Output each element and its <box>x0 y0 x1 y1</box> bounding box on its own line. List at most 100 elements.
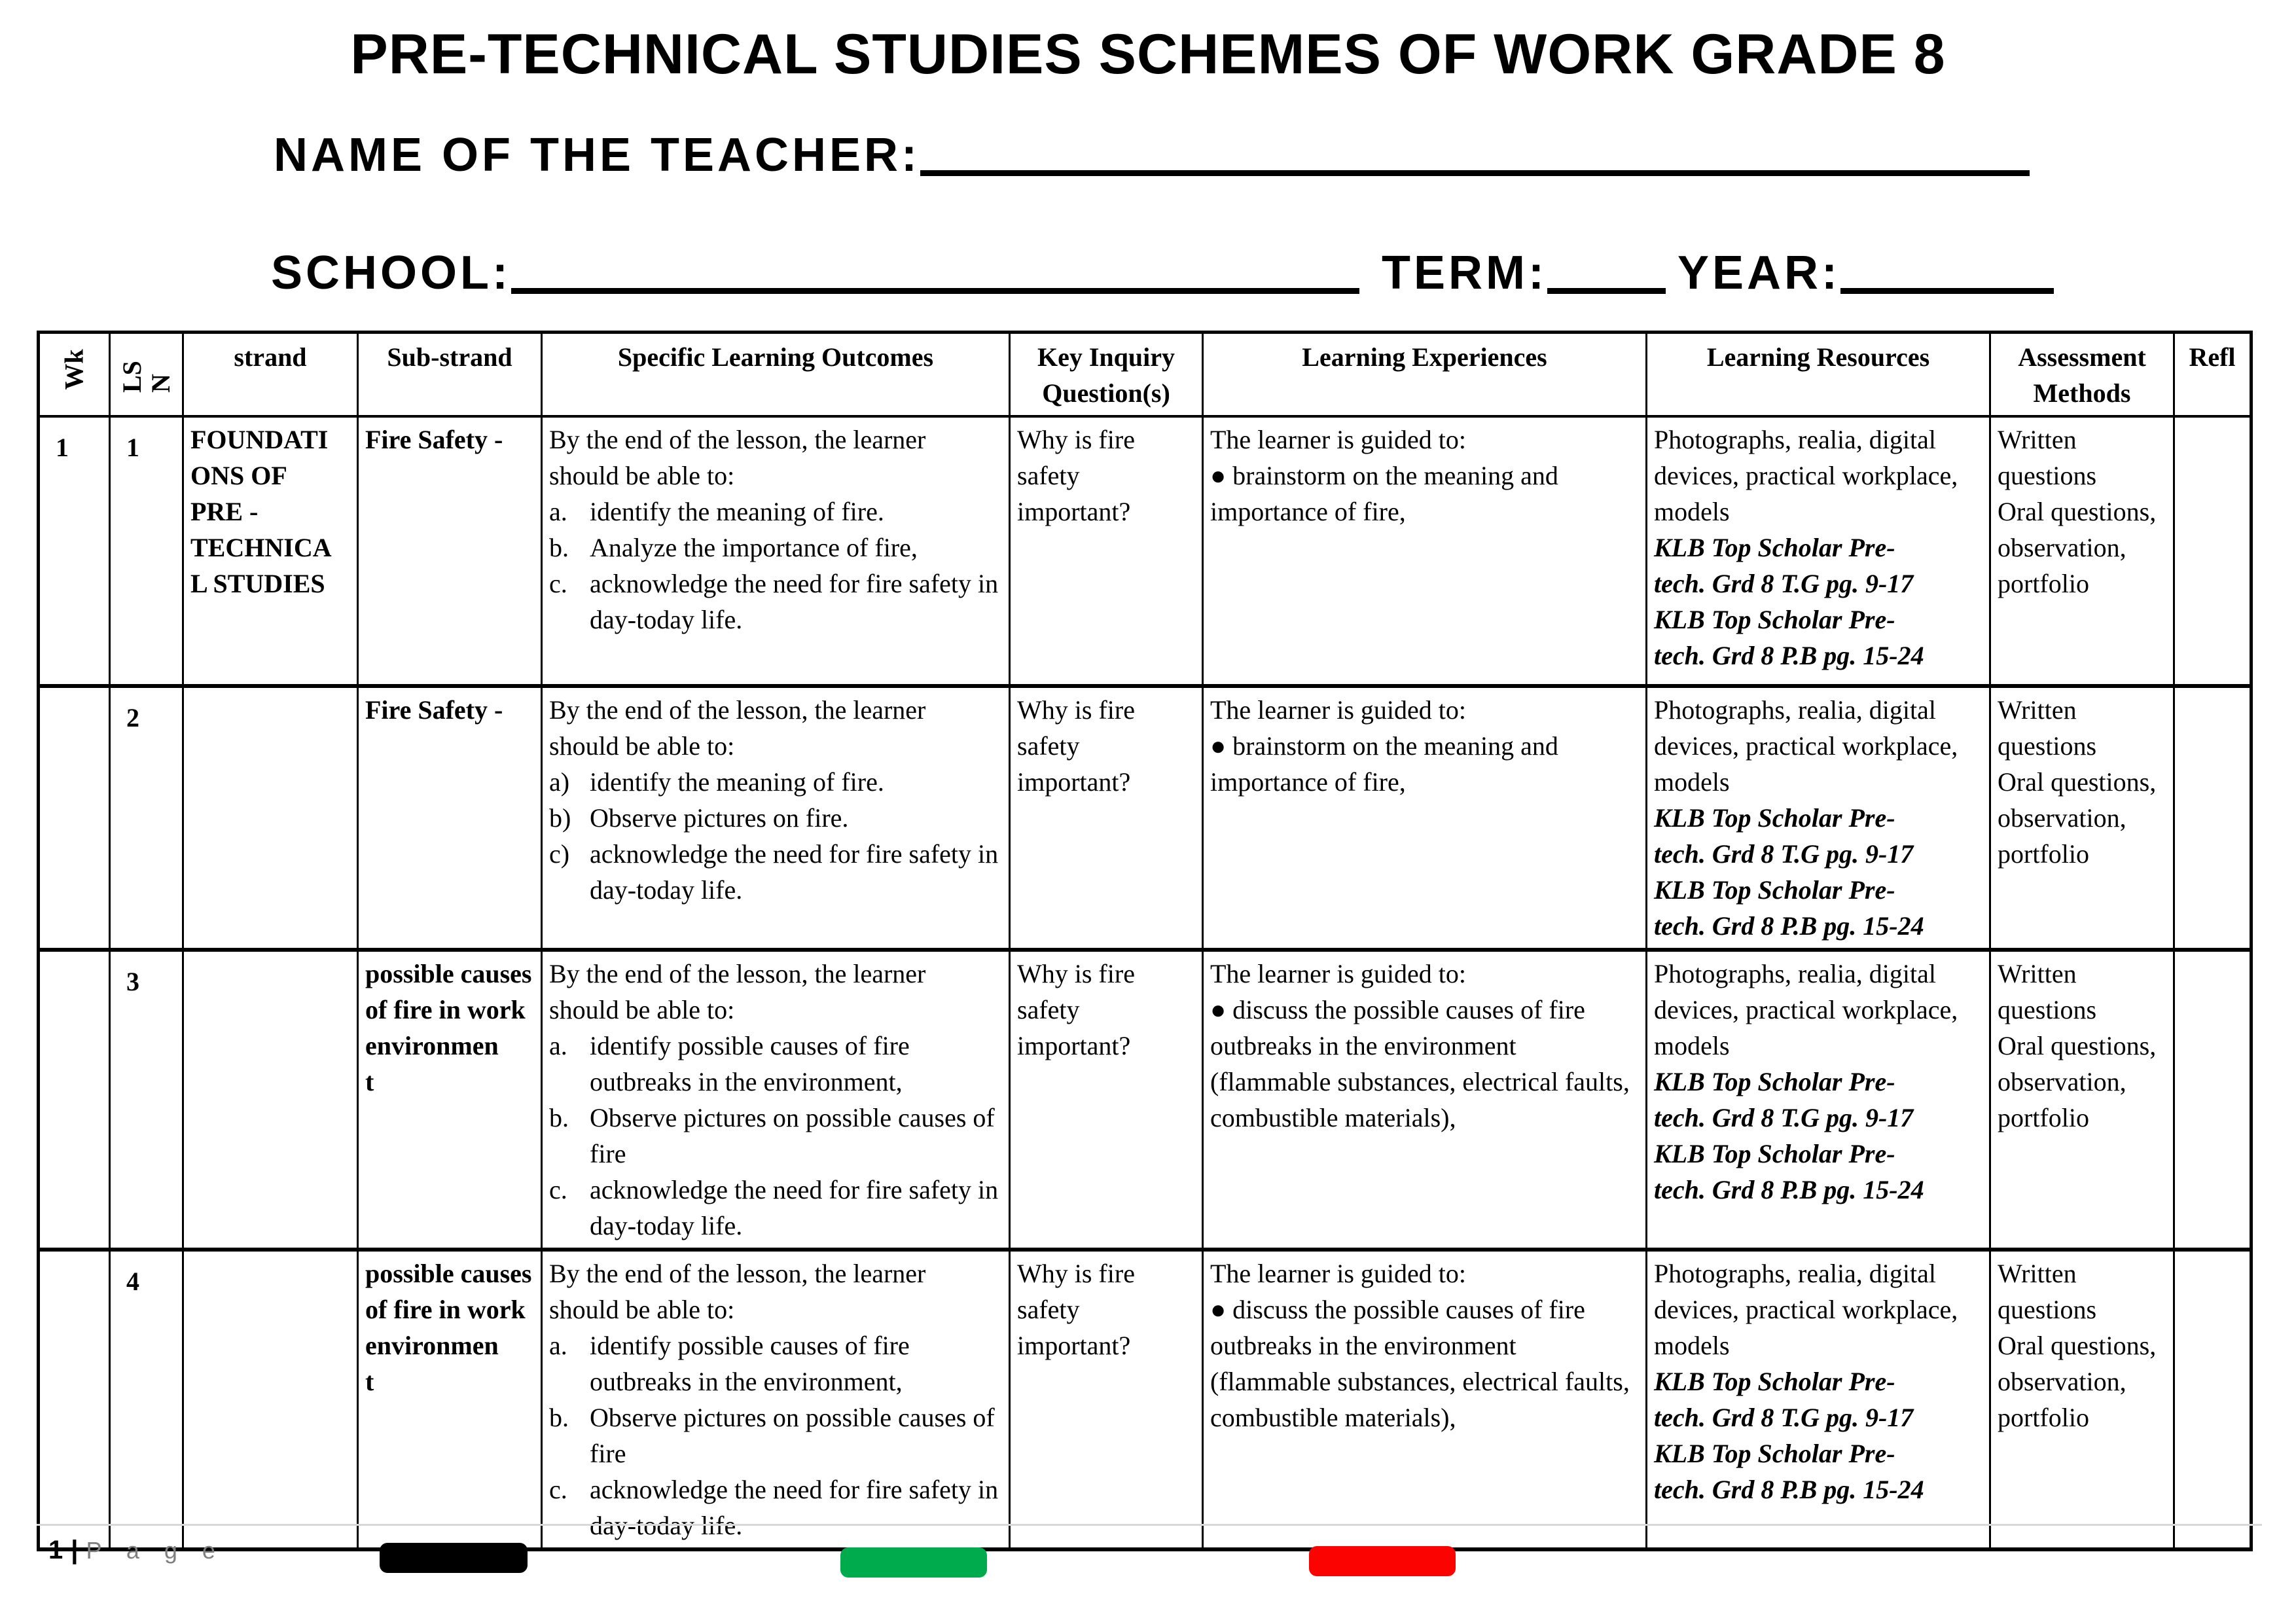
assessment-cell: Written questions Oral questions, observ… <box>1989 1248 2175 1551</box>
refl-cell <box>2173 685 2252 952</box>
page-word: P a g e <box>86 1537 224 1564</box>
wk-cell <box>37 1248 111 1551</box>
table-row: 1 1 FOUNDATI ONS OF PRE - TECHNICA L STU… <box>37 415 2252 688</box>
green-highlight-bar <box>840 1547 987 1578</box>
teacher-name-line: NAME OF THE TEACHER: <box>274 128 2030 182</box>
experiences-cell: The learner is guided to: ● brainstorm o… <box>1202 415 1647 688</box>
resources-klb-pb: KLB Top Scholar Pre- tech. Grd 8 P.B pg.… <box>1654 605 1924 670</box>
page-footer: 1 | P a g e <box>48 1536 224 1565</box>
resources-klb-pb: KLB Top Scholar Pre- tech. Grd 8 P.B pg.… <box>1654 1439 1924 1504</box>
sub-strand-cell: possible causes of fire in work environm… <box>357 1248 543 1551</box>
wk-cell <box>37 948 111 1252</box>
resources-klb-tg: KLB Top Scholar Pre- tech. Grd 8 T.G pg.… <box>1654 1067 1914 1132</box>
header-outcomes: Specific Learning Outcomes <box>541 331 1011 418</box>
table-row: 2 Fire Safety - By the end of the lesson… <box>37 685 2252 952</box>
resources-cell: Photographs, realia, digital devices, pr… <box>1645 1248 1991 1551</box>
table-header-row: Wk LSN strand Sub-strand Specific Learni… <box>37 331 2252 418</box>
outcomes-cell: By the end of the lesson, the learner sh… <box>541 1248 1011 1551</box>
resources-klb-tg: KLB Top Scholar Pre- tech. Grd 8 T.G pg.… <box>1654 1367 1914 1432</box>
experiences-cell: The learner is guided to: ● discuss the … <box>1202 948 1647 1252</box>
outcome-item: b. Analyze the importance of fire, <box>549 533 918 562</box>
assessment-cell: Written questions Oral questions, observ… <box>1989 415 2175 688</box>
outcome-item: a. identify the meaning of fire. <box>549 497 884 526</box>
teacher-label: NAME OF THE TEACHER: <box>274 129 920 181</box>
sub-strand-cell: Fire Safety - <box>357 415 543 688</box>
outcome-item: b. Observe pictures on possible causes of… <box>549 1103 995 1168</box>
lsn-cell: 3 <box>109 948 184 1252</box>
term-label: TERM: <box>1381 247 1547 299</box>
resources-plain: Photographs, realia, digital devices, pr… <box>1654 1259 1958 1360</box>
outcomes-intro: By the end of the lesson, the learner sh… <box>549 1259 926 1324</box>
outcome-item: a. identify possible causes of fire outbr… <box>549 1331 910 1396</box>
school-label: SCHOOL: <box>271 247 511 299</box>
term-blank-line <box>1547 288 1666 294</box>
red-highlight-bar <box>1309 1546 1456 1576</box>
wk-cell: 1 <box>37 415 111 688</box>
table-row: 4 possible causes of fire in work enviro… <box>37 1248 2252 1551</box>
resources-cell: Photographs, realia, digital devices, pr… <box>1645 415 1991 688</box>
outcome-item: c. acknowledge the need for fire safety i… <box>549 569 999 634</box>
page-number: 1 <box>48 1536 63 1564</box>
page-title: PRE-TECHNICAL STUDIES SCHEMES OF WORK GR… <box>350 23 1946 86</box>
resources-klb-tg: KLB Top Scholar Pre- tech. Grd 8 T.G pg.… <box>1654 803 1914 869</box>
lsn-cell: 1 <box>109 415 184 688</box>
outcome-item: b. Observe pictures on possible causes of… <box>549 1403 995 1468</box>
header-sub-strand: Sub-strand <box>357 331 543 418</box>
refl-cell <box>2173 1248 2252 1551</box>
year-blank-line <box>1840 288 2054 294</box>
strand-cell <box>182 1248 359 1551</box>
outcomes-intro: By the end of the lesson, the learner sh… <box>549 695 926 761</box>
experiences-cell: The learner is guided to: ● discuss the … <box>1202 1248 1647 1551</box>
resources-plain: Photographs, realia, digital devices, pr… <box>1654 959 1958 1060</box>
resources-cell: Photographs, realia, digital devices, pr… <box>1645 948 1991 1252</box>
strand-cell <box>182 948 359 1252</box>
school-term-year-line: SCHOOL: TERM: YEAR: <box>271 246 2054 300</box>
header-wk: Wk <box>37 331 111 418</box>
resources-cell: Photographs, realia, digital devices, pr… <box>1645 685 1991 952</box>
school-blank-line <box>511 288 1359 294</box>
refl-cell <box>2173 948 2252 1252</box>
key-inquiry-cell: Why is fire safety important? <box>1009 1248 1204 1551</box>
header-key-inquiry: Key Inquiry Question(s) <box>1009 331 1204 418</box>
strand-cell: FOUNDATI ONS OF PRE - TECHNICA L STUDIES <box>182 415 359 688</box>
outcome-item: b) Observe pictures on fire. <box>549 803 849 833</box>
outcomes-cell: By the end of the lesson, the learner sh… <box>541 415 1011 688</box>
outcomes-intro: By the end of the lesson, the learner sh… <box>549 425 926 490</box>
lsn-cell: 4 <box>109 1248 184 1551</box>
assessment-cell: Written questions Oral questions, observ… <box>1989 685 2175 952</box>
header-resources: Learning Resources <box>1645 331 1991 418</box>
wk-cell <box>37 685 111 952</box>
header-assessment: Assessment Methods <box>1989 331 2175 418</box>
outcome-item: a) identify the meaning of fire. <box>549 767 884 797</box>
header-refl: Refl <box>2173 331 2252 418</box>
experiences-cell: The learner is guided to: ● brainstorm o… <box>1202 685 1647 952</box>
schemes-of-work-table: Wk LSN strand Sub-strand Specific Learni… <box>37 331 2253 1551</box>
outcomes-cell: By the end of the lesson, the learner sh… <box>541 685 1011 952</box>
table-row: 3 possible causes of fire in work enviro… <box>37 948 2252 1252</box>
resources-klb-pb: KLB Top Scholar Pre- tech. Grd 8 P.B pg.… <box>1654 875 1924 941</box>
key-inquiry-cell: Why is fire safety important? <box>1009 948 1204 1252</box>
page-number-separator: | <box>71 1536 79 1564</box>
resources-plain: Photographs, realia, digital devices, pr… <box>1654 695 1958 797</box>
sub-strand-cell: Fire Safety - <box>357 685 543 952</box>
outcome-item: a. identify possible causes of fire outbr… <box>549 1031 910 1096</box>
sub-strand-cell: possible causes of fire in work environm… <box>357 948 543 1252</box>
resources-plain: Photographs, realia, digital devices, pr… <box>1654 425 1958 526</box>
resources-klb-pb: KLB Top Scholar Pre- tech. Grd 8 P.B pg.… <box>1654 1139 1924 1204</box>
key-inquiry-cell: Why is fire safety important? <box>1009 685 1204 952</box>
lsn-cell: 2 <box>109 685 184 952</box>
year-label: YEAR: <box>1677 247 1840 299</box>
strand-cell <box>182 685 359 952</box>
outcome-item: c. acknowledge the need for fire safety i… <box>549 1175 999 1240</box>
assessment-cell: Written questions Oral questions, observ… <box>1989 948 2175 1252</box>
resources-klb-tg: KLB Top Scholar Pre- tech. Grd 8 T.G pg.… <box>1654 533 1914 598</box>
outcome-item: c) acknowledge the need for fire safety i… <box>549 839 999 905</box>
refl-cell <box>2173 415 2252 688</box>
footer-divider <box>37 1524 2262 1526</box>
outcome-item: c. acknowledge the need for fire safety i… <box>549 1475 999 1540</box>
teacher-blank-line <box>920 170 2030 176</box>
outcomes-cell: By the end of the lesson, the learner sh… <box>541 948 1011 1252</box>
outcomes-intro: By the end of the lesson, the learner sh… <box>549 959 926 1024</box>
header-strand: strand <box>182 331 359 418</box>
